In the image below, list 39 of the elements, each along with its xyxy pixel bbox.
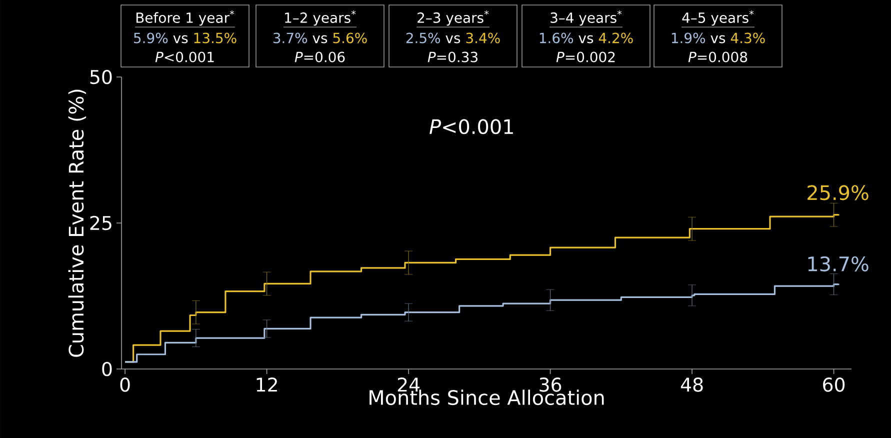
y-tick-label: 25 (90, 216, 112, 230)
text: 3.7% (273, 32, 308, 44)
text: 4–5 years$^{*}$ (682, 10, 754, 26)
text: 3–4 years$^{*}$ (550, 10, 622, 26)
y-tick-label: 50 (90, 70, 112, 84)
text: 4.2% (598, 32, 633, 44)
text: P<0.001 (155, 52, 214, 62)
text: vs (173, 35, 188, 44)
text: vs (446, 35, 460, 44)
text: P=0.002 (556, 52, 615, 62)
annotation: 25.9% (808, 185, 868, 200)
x-tick-label: 60 (823, 378, 845, 392)
text: P=0.06 (294, 52, 345, 62)
text: 2.5% (406, 32, 440, 44)
text: 13.5% (194, 32, 236, 44)
text: 5.9% (134, 32, 168, 44)
text: P=0.008 (688, 52, 748, 62)
x-tick-label: 12 (256, 378, 277, 392)
x-axis-title: Months Since Allocation (370, 390, 604, 406)
text: 1–2 years$^{*}$ (285, 10, 356, 26)
text: 1.9% (672, 32, 706, 44)
x-tick-label: 24 (398, 378, 420, 392)
text: 5.6% (333, 32, 367, 44)
text: P=0.33 (428, 52, 478, 62)
y-tick-label: 0 (102, 362, 112, 376)
annotation: P<0.001 (430, 119, 513, 134)
x-tick-label: 48 (680, 378, 703, 392)
text: vs (710, 35, 726, 44)
y-axis-title: Cumulative Event Rate (%) (68, 90, 86, 357)
text: Before 1 year$^{*}$ (136, 10, 234, 26)
text: vs (312, 35, 328, 44)
x-tick-label: 36 (540, 378, 562, 392)
text: 4.3% (730, 32, 765, 44)
x-tick-label: 0 (120, 378, 130, 392)
text: vs (578, 35, 594, 44)
text: 2–3 years$^{*}$ (418, 10, 489, 26)
text: 1.6% (540, 32, 574, 44)
annotation: 13.7% (808, 256, 868, 272)
text: 3.4% (466, 32, 500, 44)
